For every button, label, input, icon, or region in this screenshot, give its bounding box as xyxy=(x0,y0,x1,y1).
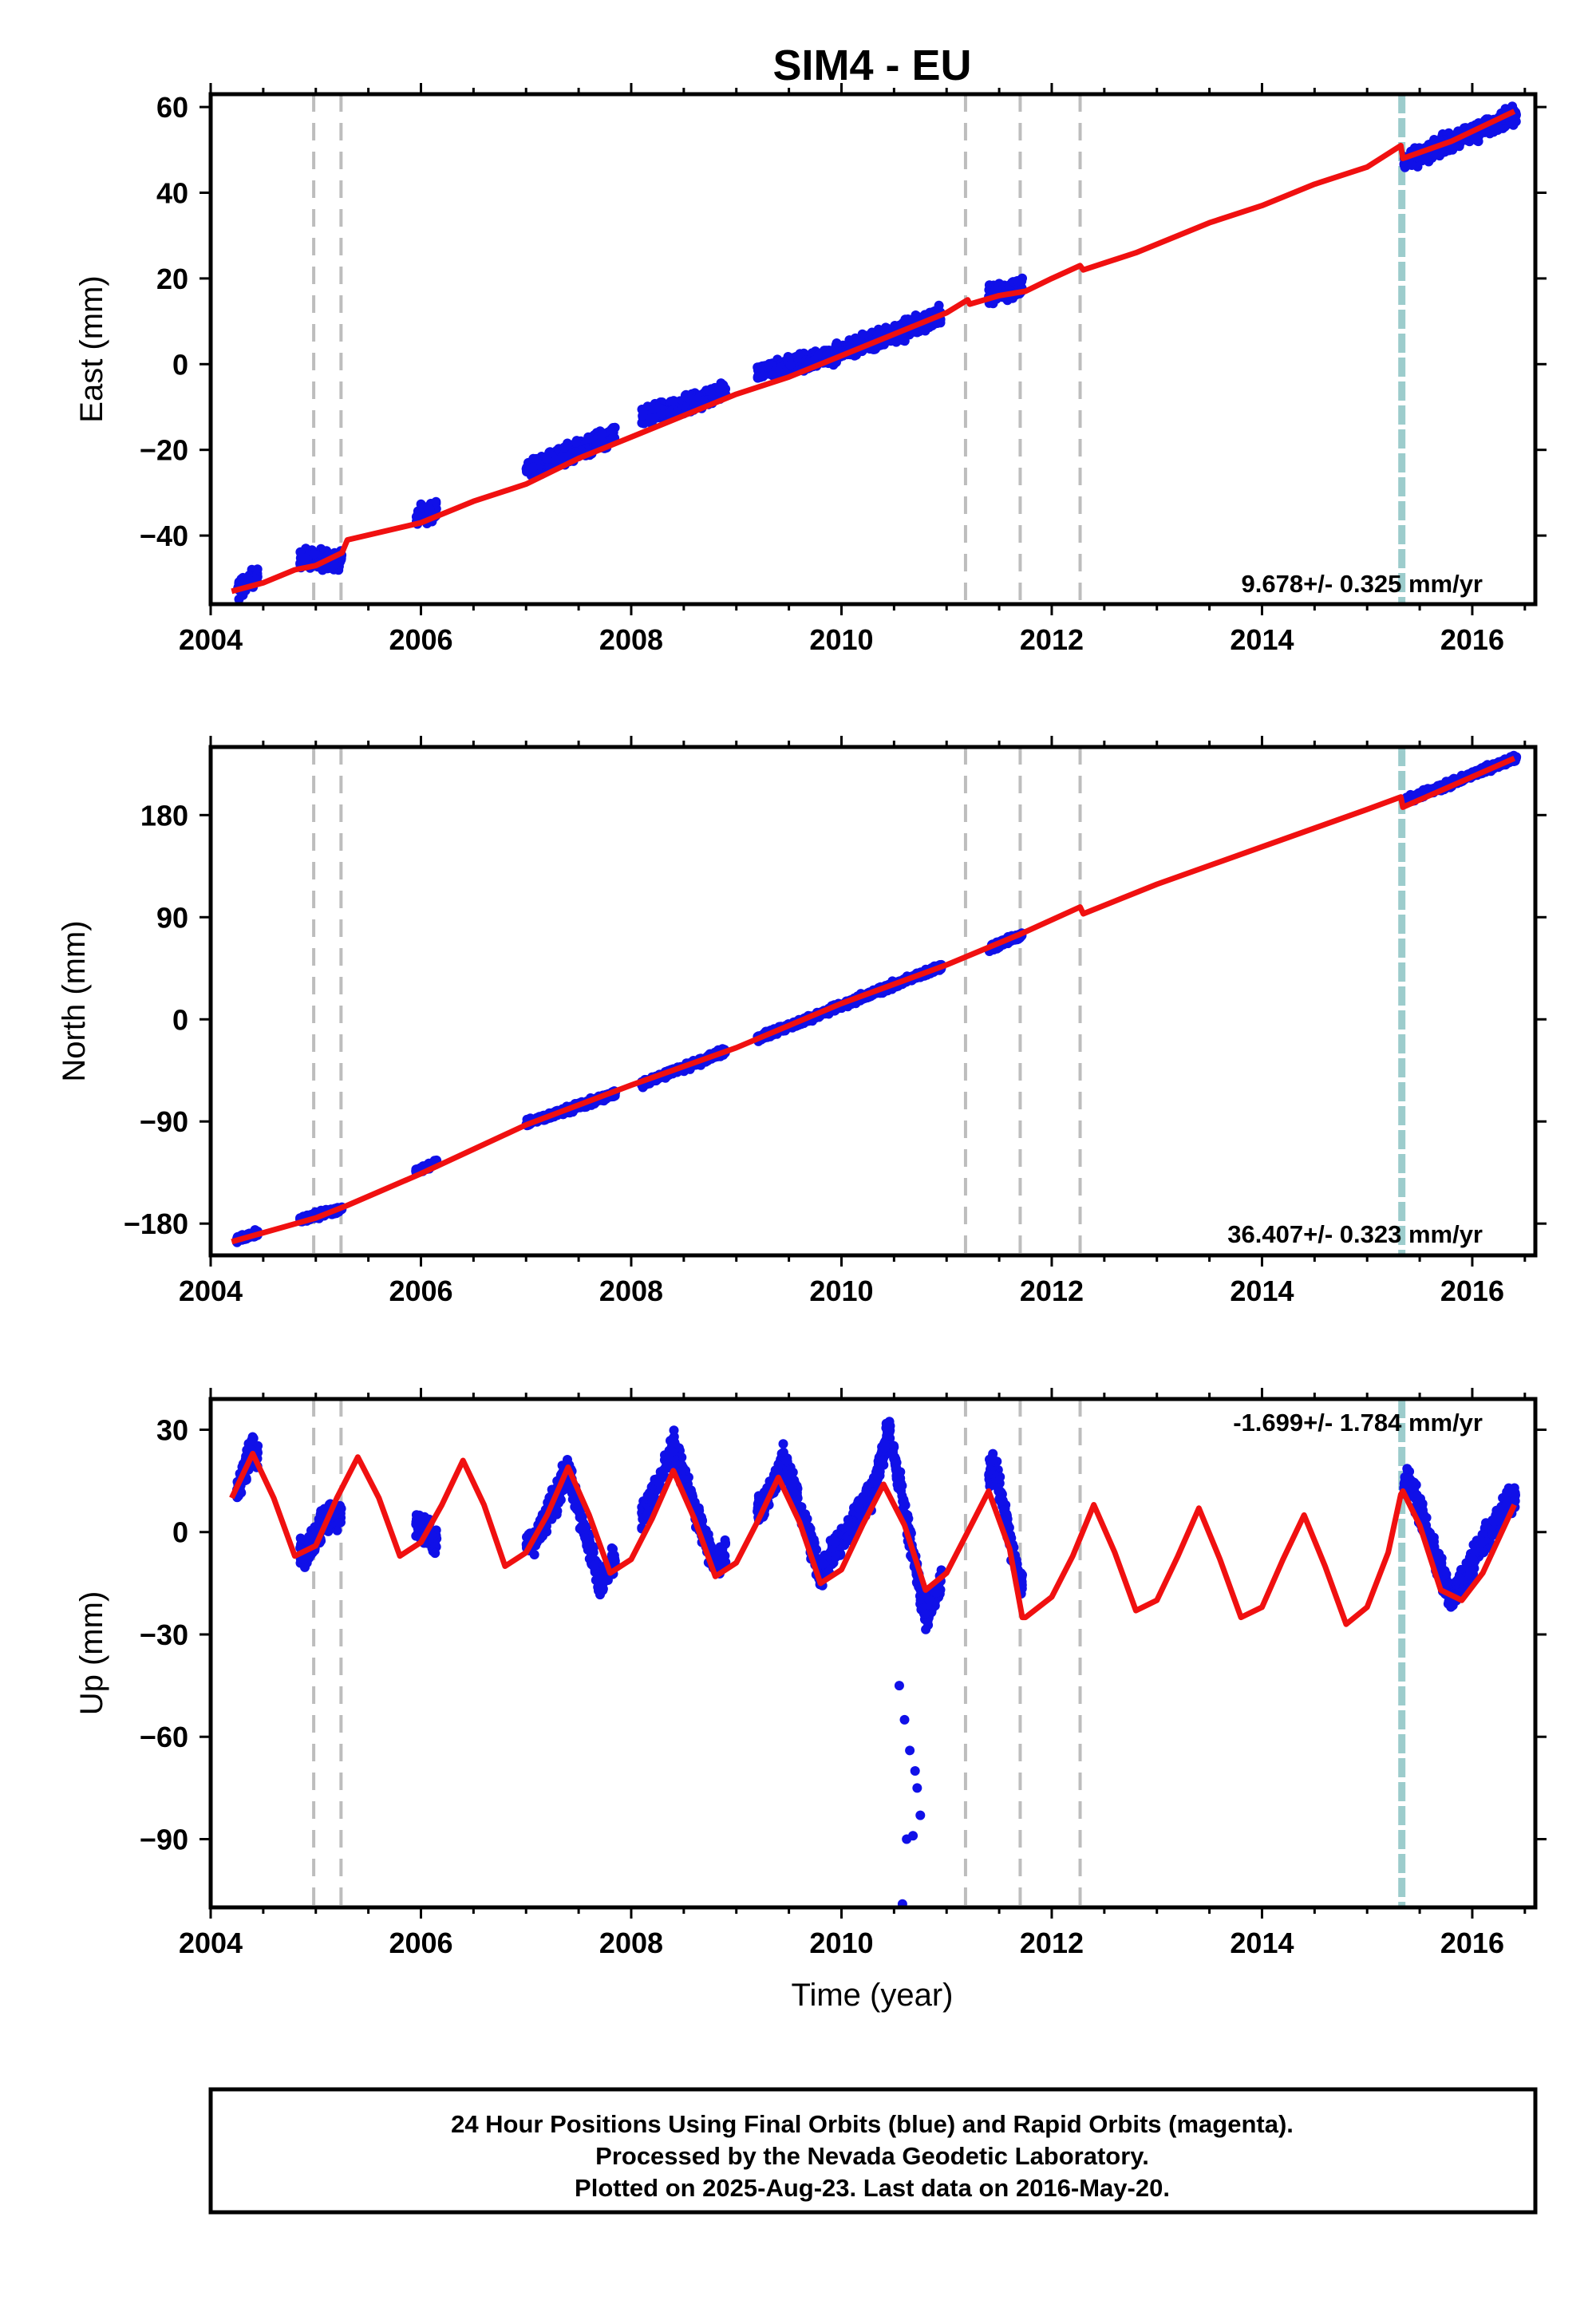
data-point xyxy=(758,371,768,381)
x-tick-label: 2010 xyxy=(809,1275,873,1307)
y-tick-label: −40 xyxy=(140,520,188,552)
y-tick-label: 40 xyxy=(156,177,188,210)
y-axis-label: East (mm) xyxy=(74,275,109,422)
data-point xyxy=(795,349,805,359)
data-point xyxy=(768,370,778,381)
y-tick-label: −90 xyxy=(140,1105,188,1138)
plot-frame xyxy=(208,745,1538,1258)
data-point xyxy=(234,577,244,587)
x-tick-label: 2016 xyxy=(1440,623,1504,656)
data-point xyxy=(638,418,649,429)
data-point xyxy=(894,320,904,330)
chart-title: SIM4 - EU xyxy=(772,41,971,89)
data-point xyxy=(1453,126,1464,136)
data-point xyxy=(638,408,649,418)
data-point xyxy=(242,1445,252,1455)
data-point xyxy=(764,358,775,369)
x-tick-label: 2008 xyxy=(599,1275,663,1307)
y-tick-label: 90 xyxy=(156,901,188,934)
x-tick-label: 2014 xyxy=(1230,623,1294,656)
data-point xyxy=(785,359,796,370)
velocity-rate-label: 9.678+/- 0.325 mm/yr xyxy=(1242,570,1483,598)
x-tick-label: 2014 xyxy=(1230,1275,1294,1307)
y-tick-label: 180 xyxy=(140,799,188,832)
data-point xyxy=(309,549,319,559)
data-point xyxy=(664,408,674,418)
data-points xyxy=(233,101,1521,604)
data-point xyxy=(542,454,552,464)
data-point xyxy=(238,590,248,600)
data-point xyxy=(597,429,607,440)
data-point xyxy=(559,442,570,453)
y-tick-label: 20 xyxy=(156,263,188,295)
y-tick-label: −180 xyxy=(124,1207,188,1240)
data-point xyxy=(1012,276,1022,287)
data-point xyxy=(557,452,567,461)
y-axis-label: North (mm) xyxy=(57,920,92,1081)
model-fit-line xyxy=(231,109,1516,595)
x-tick-label: 2016 xyxy=(1440,1275,1504,1307)
y-tick-label: −20 xyxy=(140,434,188,467)
velocity-rate-label: 36.407+/- 0.323 mm/yr xyxy=(1227,1220,1483,1248)
x-tick-label: 2006 xyxy=(389,623,452,656)
data-point xyxy=(528,462,539,472)
x-tick-label: 2010 xyxy=(809,623,873,656)
data-point xyxy=(571,437,581,448)
x-tick-label: 2008 xyxy=(599,623,663,656)
data-point xyxy=(431,496,441,507)
plot-frame xyxy=(208,92,1538,607)
data-point xyxy=(990,285,1001,295)
x-tick-label: 2012 xyxy=(1020,623,1084,656)
data-point xyxy=(1407,160,1417,170)
data-point xyxy=(804,357,814,367)
data-point xyxy=(531,455,542,465)
data-point xyxy=(295,547,306,557)
east-panel: 2004 2006 2008 2010 2012 2014 2016 −40 −20 0 20 40 6… xyxy=(74,83,1547,656)
data-points xyxy=(232,1417,1520,1907)
data-point xyxy=(598,437,608,447)
x-tick-label: 2004 xyxy=(179,623,243,656)
data-point xyxy=(672,407,681,417)
y-tick-label: 0 xyxy=(172,348,188,381)
data-point xyxy=(1493,122,1503,132)
data-point xyxy=(1421,153,1432,163)
y-tick-label: 0 xyxy=(172,1003,188,1036)
model-fit-line xyxy=(231,755,1516,1245)
x-tick-label: 2006 xyxy=(389,1275,452,1307)
data-point xyxy=(1407,791,1417,801)
y-tick-label: 60 xyxy=(156,91,188,124)
data-point xyxy=(756,363,766,373)
north-panel: 2004 2006 2008 2010 2012 2014 2016 −180 −90 0 90 18… xyxy=(57,736,1547,1307)
up-panel: 2004 2006 2008 2010 2012 2014 2016−90−60−30030… xyxy=(74,1388,1547,1959)
x-tick-label: 2004 xyxy=(179,1275,243,1307)
data-point xyxy=(698,396,709,406)
x-tick-label: 2012 xyxy=(1020,1275,1084,1307)
data-point xyxy=(607,433,618,443)
data-point xyxy=(425,504,435,514)
data-point xyxy=(646,413,655,423)
data-point xyxy=(252,564,263,575)
data-point xyxy=(567,449,577,459)
